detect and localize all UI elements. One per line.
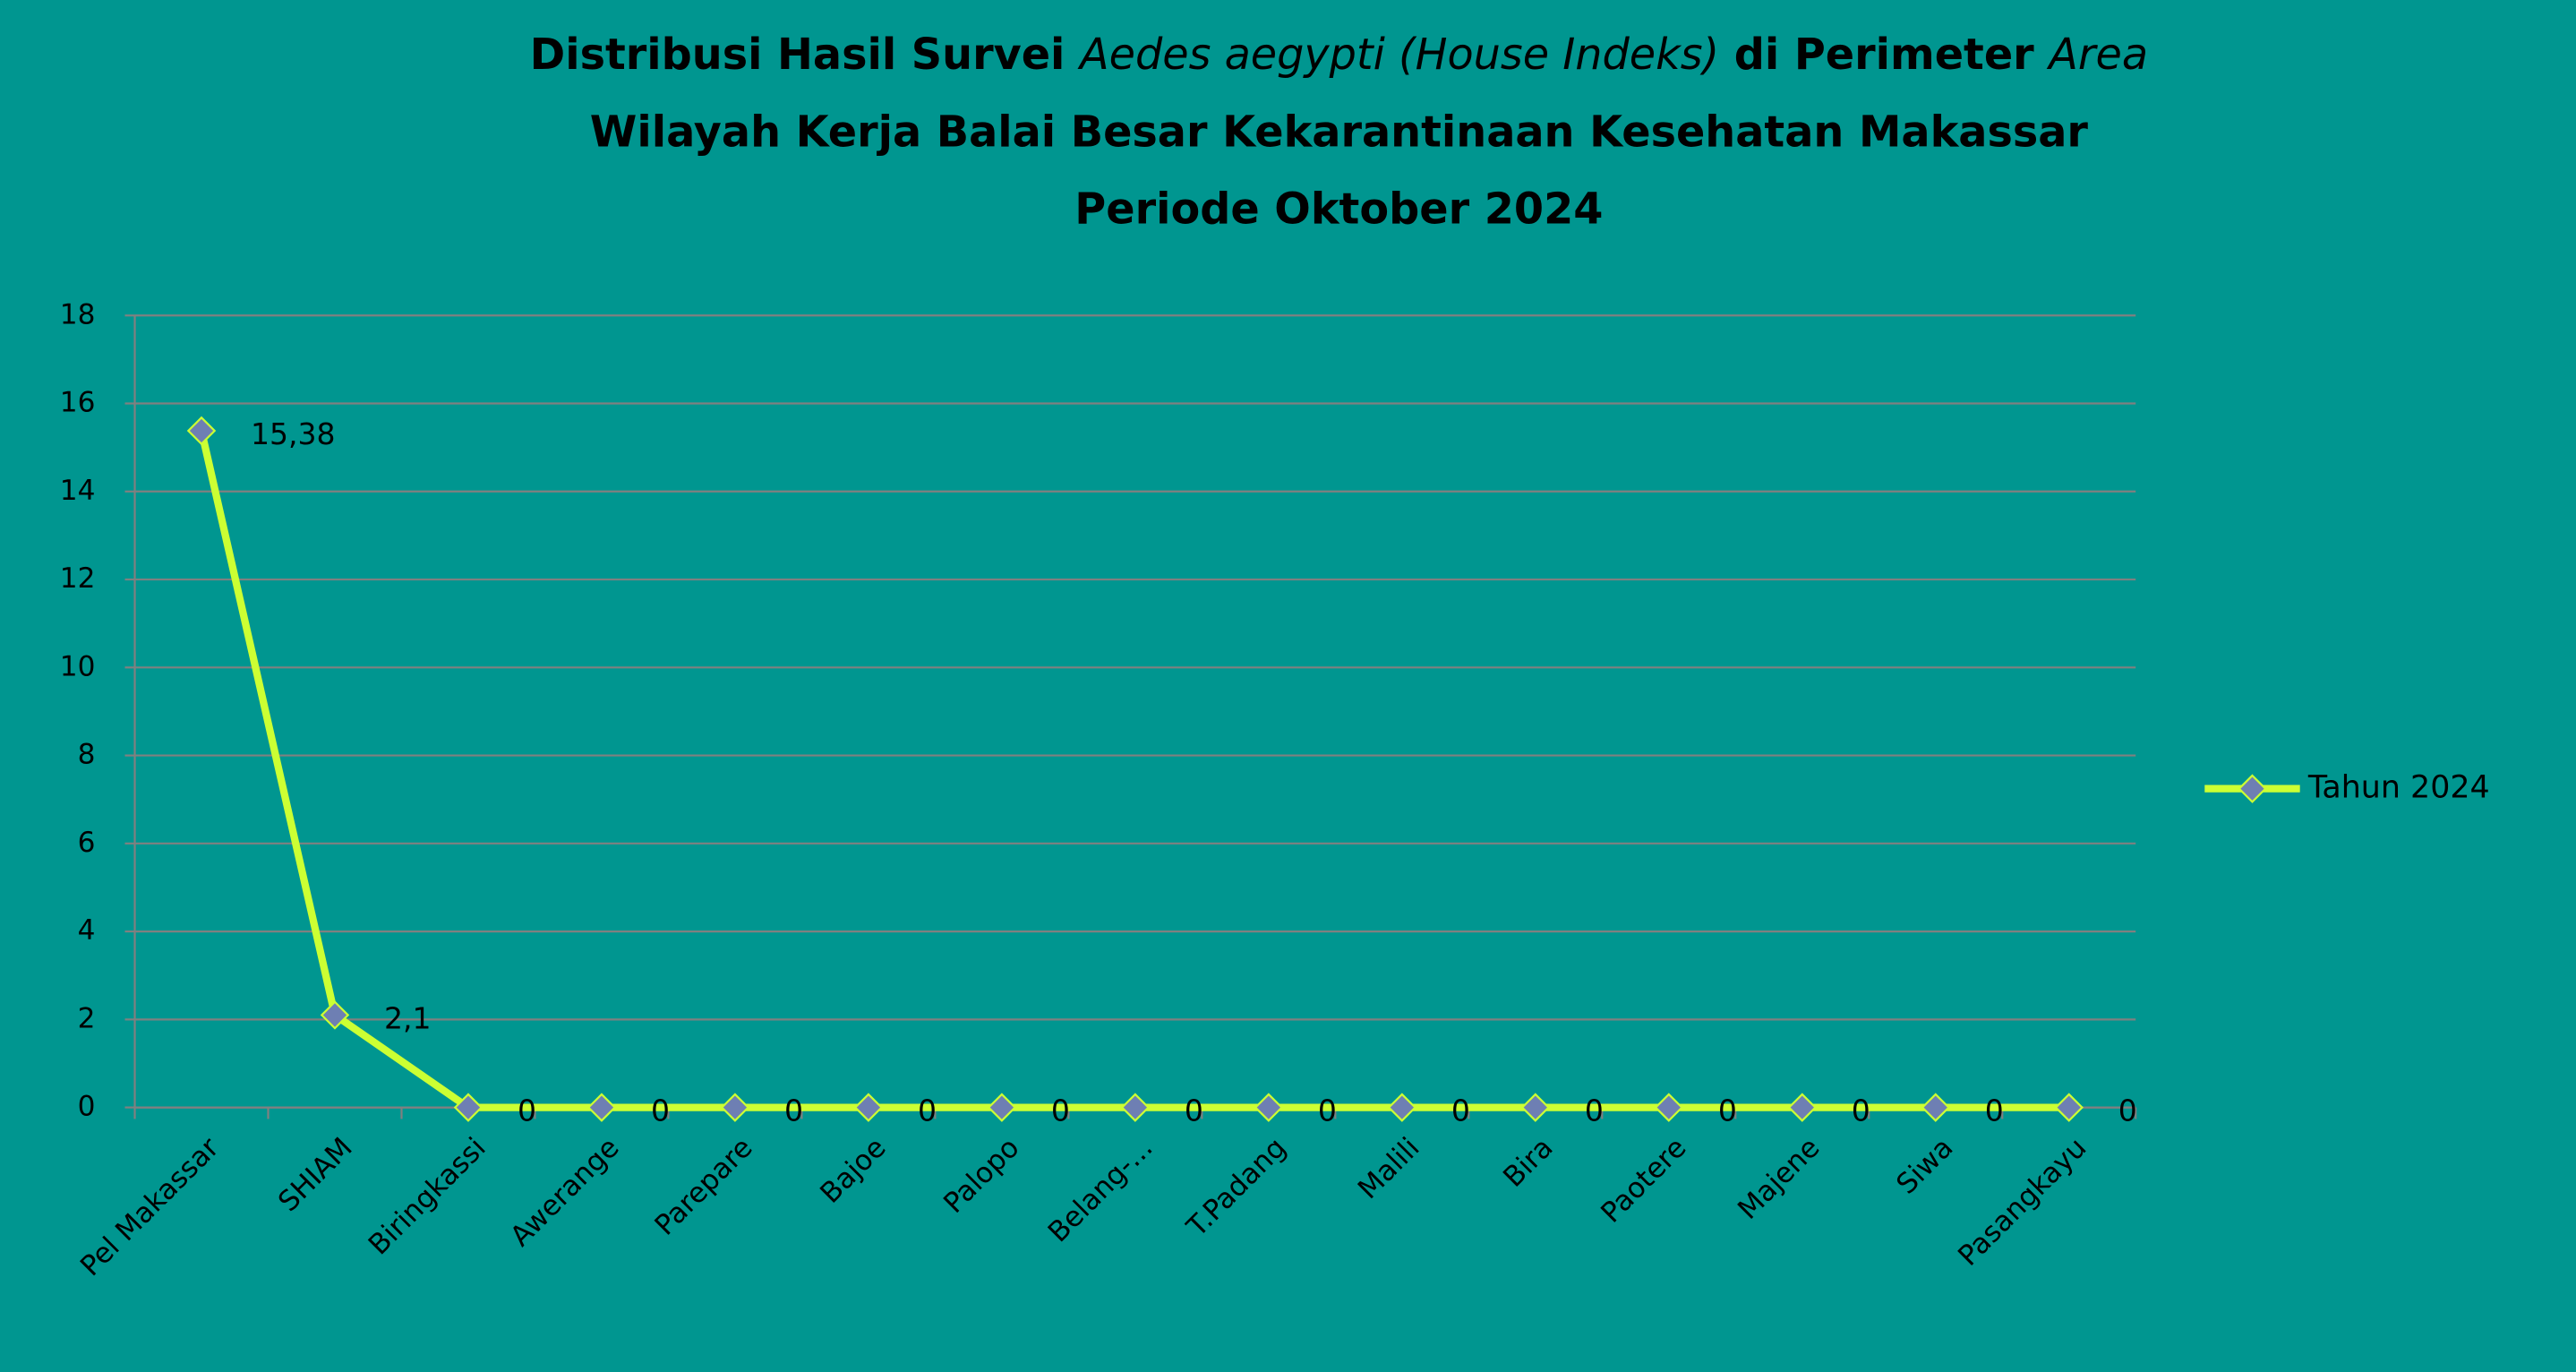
y-tick-label: 18 (60, 298, 96, 330)
title-segment: Aedes aegypti (House Indeks) (1077, 30, 1719, 80)
data-label: 0 (651, 1093, 670, 1128)
data-label: 0 (1718, 1093, 1737, 1128)
title-segment: Distribusi Hasil Survei (530, 30, 1080, 80)
y-tick-label: 14 (60, 475, 96, 507)
data-point (720, 1093, 750, 1122)
data-label: 0 (1985, 1093, 2004, 1128)
data-point (1654, 1093, 1684, 1122)
data-label: 0 (518, 1093, 536, 1128)
data-label: 0 (1852, 1093, 1870, 1128)
data-point (853, 1093, 884, 1122)
data-point (1921, 1093, 1950, 1122)
data-label: 0 (1318, 1093, 1337, 1128)
data-point (2054, 1093, 2084, 1122)
data-point (320, 1000, 350, 1030)
data-point (186, 416, 217, 446)
y-tick-label: 0 (78, 1091, 96, 1123)
y-tick-label: 6 (78, 827, 96, 859)
title-segment: Periode Oktober 2024 (1074, 185, 1603, 235)
data-point (453, 1093, 484, 1122)
title-segment: Area (2046, 30, 2148, 80)
data-label: 0 (1051, 1093, 1070, 1128)
data-label: 0 (1185, 1093, 1203, 1128)
chart-title: Distribusi Hasil Survei Aedes aegypti (H… (530, 30, 2148, 80)
data-point (987, 1093, 1017, 1122)
legend-marker (2238, 774, 2267, 803)
title-segment: di Perimeter (1719, 30, 2049, 80)
y-tick-label: 8 (78, 739, 96, 771)
y-tick-label: 2 (78, 1002, 96, 1034)
y-tick-label: 16 (60, 387, 96, 419)
data-label: 0 (918, 1093, 937, 1128)
data-label: 15,38 (251, 416, 336, 451)
data-point (1787, 1093, 1818, 1122)
data-point (586, 1093, 617, 1122)
data-point (1387, 1093, 1417, 1122)
data-label: 2,1 (384, 1000, 432, 1035)
chart-title: Wilayah Kerja Balai Besar Kekarantinaan … (590, 107, 2089, 157)
data-label: 0 (1585, 1093, 1604, 1128)
data-point (1520, 1093, 1551, 1122)
legend-label: Tahun 2024 (2307, 770, 2490, 806)
y-tick-label: 4 (78, 914, 96, 947)
title-segment: Wilayah Kerja Balai Besar Kekarantinaan … (590, 107, 2089, 157)
data-label: 0 (2118, 1093, 2137, 1128)
data-label: 0 (1451, 1093, 1470, 1128)
y-tick-label: 12 (60, 562, 96, 595)
y-tick-label: 10 (60, 650, 96, 682)
data-label: 0 (784, 1093, 803, 1128)
data-point (1120, 1093, 1151, 1122)
data-point (1254, 1093, 1284, 1122)
chart-title: Periode Oktober 2024 (1074, 185, 1603, 235)
